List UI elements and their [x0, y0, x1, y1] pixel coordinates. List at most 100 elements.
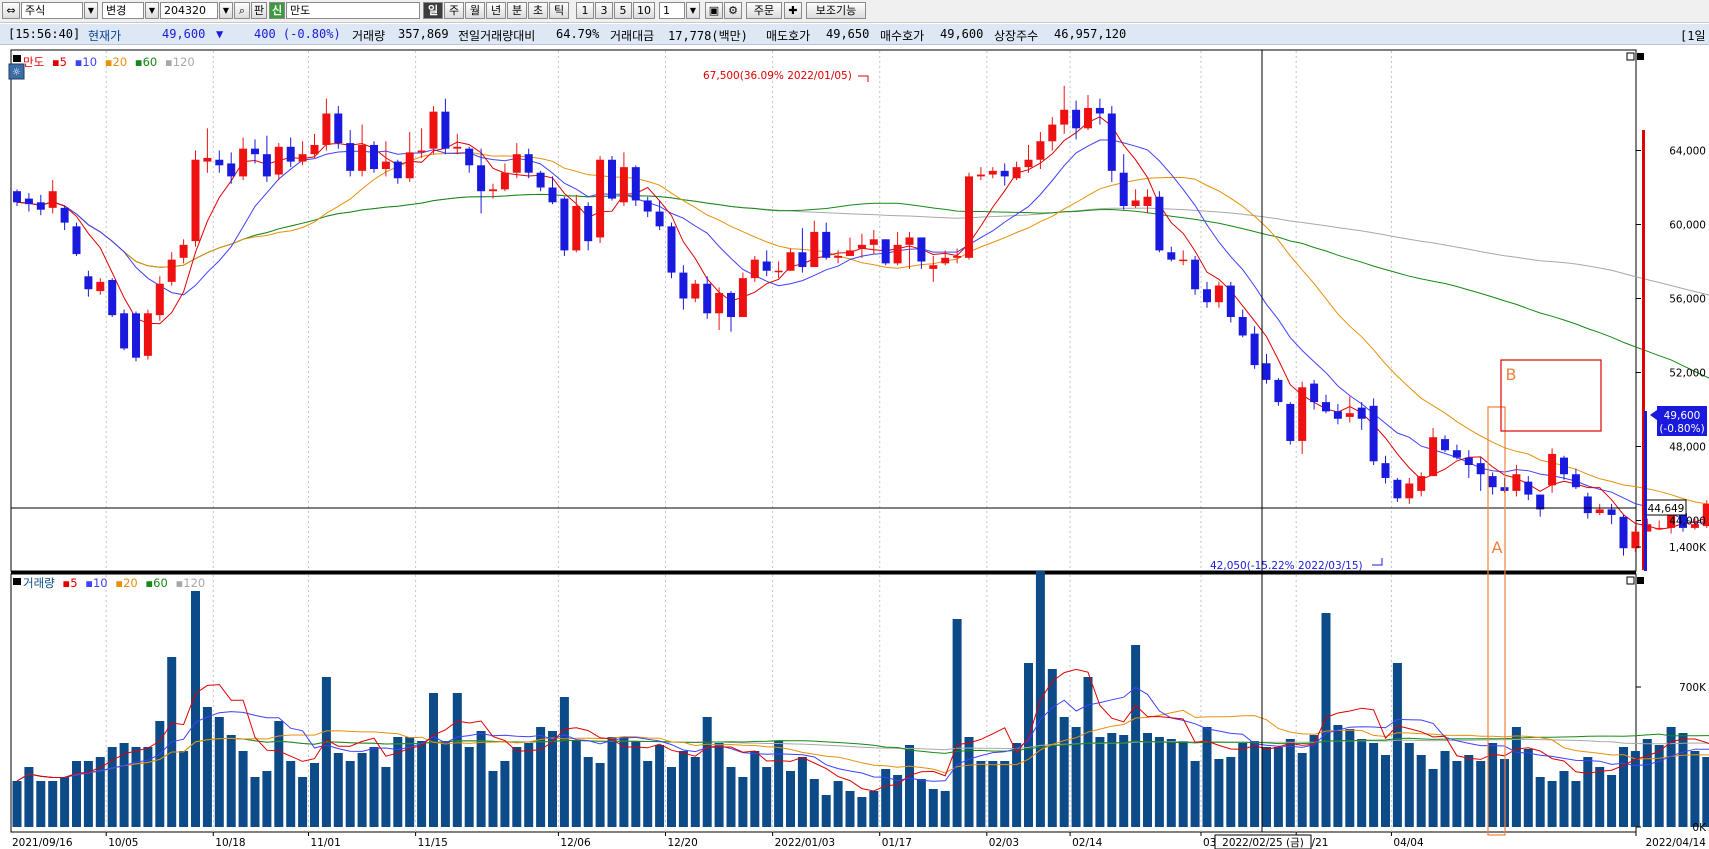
- volume-bar: [1000, 761, 1010, 827]
- crosshair-icon[interactable]: ✚: [784, 2, 802, 19]
- candle-body: [512, 154, 521, 173]
- price-y-tick-label: 52,000: [1669, 368, 1706, 380]
- code-dropdown-icon[interactable]: ▼: [219, 2, 233, 19]
- volume-bar: [1178, 741, 1188, 827]
- price-panel-close-icon[interactable]: [1637, 53, 1644, 60]
- save-icon[interactable]: ▣: [705, 2, 723, 19]
- candle-body: [1262, 363, 1271, 380]
- volume-bar: [1012, 743, 1022, 827]
- volume-bar: [667, 767, 676, 827]
- volume-bar: [1416, 755, 1426, 827]
- crosshair-date-label: 2022/02/25 (금): [1222, 837, 1304, 849]
- x-axis-tick-label: 11/01: [311, 837, 341, 849]
- volume-bar: [1345, 729, 1355, 827]
- candle-body: [108, 280, 117, 316]
- price-legend-ma120: 120: [173, 55, 195, 69]
- volume-bar: [1583, 757, 1593, 827]
- market-dropdown-icon[interactable]: ▼: [84, 2, 98, 19]
- volume-bar: [1321, 613, 1331, 827]
- volume-ma5-line: [16, 668, 1709, 792]
- volume-bar: [1642, 739, 1652, 827]
- change-dropdown-icon[interactable]: ▼: [145, 2, 159, 19]
- stock-name-field[interactable]: 만도: [286, 2, 420, 19]
- candle-body: [738, 278, 747, 317]
- volume-bar: [1226, 757, 1236, 827]
- order-button[interactable]: 주문: [746, 2, 782, 19]
- candle-body: [465, 148, 474, 166]
- interval-5-button[interactable]: 5: [614, 2, 632, 19]
- x-axis-tick-label: 10/18: [215, 837, 245, 849]
- candle-body: [608, 159, 616, 199]
- volume-bar: [1250, 741, 1260, 827]
- period-month-button[interactable]: 월: [465, 2, 485, 19]
- candle-body: [405, 152, 414, 179]
- pan-button[interactable]: 판: [251, 2, 267, 19]
- price-range-bar-up: [1642, 130, 1645, 570]
- candle-body: [1203, 289, 1211, 303]
- volume-value: 357,869: [398, 27, 449, 41]
- candle-body: [48, 191, 57, 208]
- search-icon[interactable]: ⌕: [234, 2, 250, 19]
- volume-bar: [1190, 761, 1200, 827]
- candle-body: [227, 163, 236, 177]
- volume-ma10-line: [16, 686, 1709, 782]
- volume-bar: [595, 763, 605, 827]
- nav-arrows-button[interactable]: ⇔: [2, 2, 20, 19]
- aux-function-button[interactable]: 보조기능: [806, 2, 866, 19]
- candle-body: [584, 206, 593, 242]
- volume-panel-frame: [10, 573, 1637, 833]
- candle-body: [893, 244, 902, 264]
- price-legend-ma60: 60: [143, 55, 158, 69]
- code-input[interactable]: 204320: [160, 2, 218, 19]
- volume-bar: [1357, 739, 1367, 827]
- price-panel-restore-icon[interactable]: [1626, 52, 1635, 61]
- interval-10-button[interactable]: 10: [633, 2, 655, 19]
- period-week-button[interactable]: 주: [444, 2, 464, 19]
- candle-body: [1250, 333, 1259, 366]
- volume-bar: [1273, 747, 1283, 827]
- period-indicator: [1일: [1680, 29, 1706, 43]
- volume-panel-close-icon[interactable]: [1637, 577, 1644, 584]
- legend-marker-ma120: ▪: [165, 55, 173, 69]
- interval-input[interactable]: 1: [659, 2, 685, 19]
- chart-settings-icon[interactable]: [8, 63, 25, 80]
- last-price-value: 49,600: [1664, 410, 1701, 422]
- volume-bar: [191, 591, 200, 827]
- period-second-button[interactable]: 초: [528, 2, 548, 19]
- price-y-tick-label: 60,000: [1669, 220, 1706, 232]
- volume-bar: [381, 767, 391, 827]
- interval-dropdown-icon[interactable]: ▼: [686, 2, 700, 19]
- legend-marker-ma20: ▪: [105, 55, 113, 69]
- period-year-button[interactable]: 년: [486, 2, 506, 19]
- candle-body: [560, 198, 569, 251]
- candle-body: [429, 111, 438, 149]
- interval-3-button[interactable]: 3: [595, 2, 613, 19]
- volume-bar: [48, 781, 58, 827]
- price-y-tick-label: 56,000: [1669, 294, 1706, 306]
- volume-bar: [1024, 663, 1033, 827]
- volume-bar: [988, 761, 998, 827]
- candle-body: [1167, 252, 1176, 260]
- market-select[interactable]: 주식: [21, 2, 83, 19]
- candle-body: [286, 146, 295, 162]
- volume-panel-restore-icon[interactable]: [1626, 576, 1635, 585]
- gear-icon[interactable]: ⚙: [724, 2, 742, 19]
- volume-bar: [1214, 759, 1224, 827]
- volume-bar: [655, 745, 665, 827]
- period-day-button[interactable]: 일: [423, 2, 443, 19]
- period-minute-button[interactable]: 분: [507, 2, 527, 19]
- candle-body: [13, 191, 21, 203]
- period-tick-button[interactable]: 틱: [549, 2, 569, 19]
- candle-body: [1143, 196, 1152, 206]
- volume-y-tick-label: 0K: [1692, 822, 1707, 834]
- volume-bar: [643, 761, 653, 827]
- candle-body: [251, 148, 259, 155]
- volume-bar: [1309, 735, 1319, 827]
- sin-badge: 신: [269, 2, 285, 19]
- shares-value: 46,957,120: [1054, 27, 1127, 41]
- change-select[interactable]: 변경: [102, 2, 144, 19]
- volume-bar: [821, 795, 831, 827]
- legend-marker-ma60: ▪: [135, 55, 143, 69]
- volume-bar: [583, 757, 593, 827]
- interval-1-button[interactable]: 1: [576, 2, 594, 19]
